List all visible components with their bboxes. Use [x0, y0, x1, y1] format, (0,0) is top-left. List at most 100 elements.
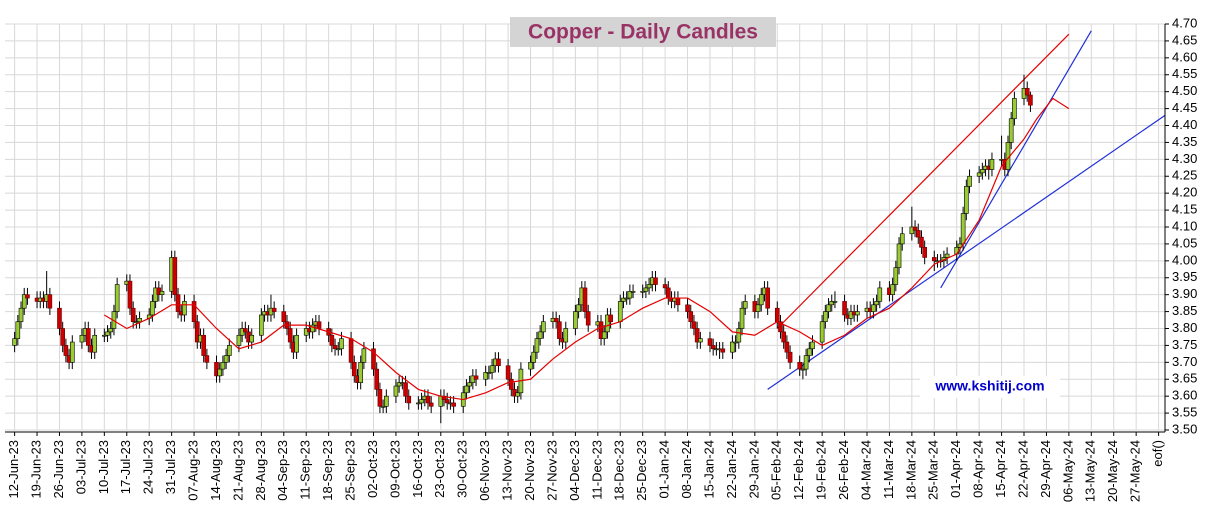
candle-body [774, 307, 780, 323]
candle-body [467, 382, 472, 387]
y-tick-label: 4.40 [1172, 117, 1197, 132]
candle-body [243, 328, 248, 333]
candle-body [150, 301, 155, 316]
x-tick-label: 30-Oct-23 [455, 440, 470, 498]
candle-body [563, 328, 569, 343]
x-tick-label: 01-Apr-24 [948, 440, 963, 498]
candle-body [393, 385, 399, 397]
x-tick-label: 23-Oct-23 [432, 440, 447, 498]
candle-body [823, 311, 828, 323]
candle-body [720, 348, 726, 353]
candle-body [877, 287, 883, 302]
candle-body [685, 304, 690, 312]
candle-body [425, 395, 431, 404]
candle-body [531, 351, 537, 363]
candle-body [335, 348, 341, 351]
candle-body [227, 345, 232, 356]
candle-body [646, 284, 652, 289]
candle-body [608, 314, 613, 323]
candle-body [15, 321, 21, 339]
candle-body [784, 341, 790, 353]
candle-body [1008, 118, 1014, 143]
x-tick-label: 02-Oct-23 [365, 440, 380, 498]
x-tick-label: 16-Oct-23 [410, 440, 425, 498]
candle-body [829, 301, 835, 306]
y-tick-label: 3.70 [1172, 354, 1197, 369]
x-tick-label: 04-Sep-23 [275, 440, 290, 501]
candle-body [643, 287, 649, 292]
candle-body [182, 301, 187, 316]
candle-body [204, 355, 210, 363]
y-tick-label: 4.35 [1172, 134, 1197, 149]
y-tick-label: 3.85 [1172, 303, 1197, 318]
candle-body [944, 253, 950, 258]
candle-body [541, 321, 546, 333]
x-tick-label: 24-Jul-23 [141, 440, 156, 494]
candle-body [515, 392, 521, 397]
candle-body [473, 375, 479, 380]
candle-body [807, 348, 812, 356]
candle-body [755, 304, 761, 312]
candle-body [79, 334, 85, 343]
candle-body [486, 372, 492, 374]
candle-body [691, 321, 697, 329]
candle-body [134, 321, 139, 324]
x-tick-label: 22-Apr-24 [1015, 440, 1030, 498]
y-tick-label: 4.25 [1172, 168, 1197, 183]
y-tick-label: 4.05 [1172, 235, 1197, 250]
candle-body [826, 304, 831, 312]
candle-body [406, 395, 412, 404]
candle-body [573, 311, 578, 329]
y-tick-label: 4.45 [1172, 100, 1197, 115]
candle-body [896, 243, 902, 268]
x-tick-label: 20-May-24 [1105, 440, 1120, 502]
moving-average [104, 97, 1070, 401]
candle-body [428, 402, 434, 407]
candle-body [348, 338, 354, 363]
candle-body [1028, 94, 1033, 106]
candle-body [271, 307, 277, 312]
candle-body [528, 362, 533, 370]
candle-body [899, 233, 905, 245]
candle-body [223, 355, 229, 363]
candle-body [105, 331, 110, 336]
candle-body [553, 318, 559, 323]
candle-body [358, 362, 363, 383]
candle-body [60, 328, 65, 346]
candle-body [675, 297, 681, 306]
candle-body [893, 267, 899, 285]
candle-body [191, 301, 197, 323]
candle-body [483, 372, 488, 380]
candle-body [819, 321, 825, 343]
candle-body [371, 348, 376, 370]
candle-body [396, 382, 402, 387]
y-tick-label: 3.95 [1172, 269, 1197, 284]
x-tick-label: 15-Apr-24 [993, 440, 1008, 498]
x-tick-label: 22-Jan-24 [724, 440, 739, 499]
candle-body [537, 331, 543, 339]
x-tick-label: 08-Apr-24 [971, 440, 986, 498]
candle-body [310, 324, 315, 333]
candle-body [621, 297, 626, 302]
candle-body [980, 169, 985, 174]
candle-body [765, 287, 770, 309]
candle-body [201, 334, 206, 356]
y-tick-label: 3.60 [1172, 388, 1197, 403]
y-tick-label: 3.65 [1172, 371, 1197, 386]
candle-body [534, 338, 540, 353]
y-tick-label: 4.50 [1172, 83, 1197, 98]
candle-body [351, 362, 357, 377]
y-tick-label: 4.30 [1172, 151, 1197, 166]
trendline [940, 30, 1092, 289]
candle-body [489, 365, 495, 373]
candle-body [976, 172, 982, 177]
candle-body [874, 301, 879, 306]
candle-body [585, 311, 591, 326]
candle-body [316, 321, 322, 329]
candle-body [172, 257, 178, 295]
x-tick-label: 08-Jan-24 [679, 440, 694, 499]
candle-body [508, 378, 514, 390]
candle-body [832, 301, 838, 303]
